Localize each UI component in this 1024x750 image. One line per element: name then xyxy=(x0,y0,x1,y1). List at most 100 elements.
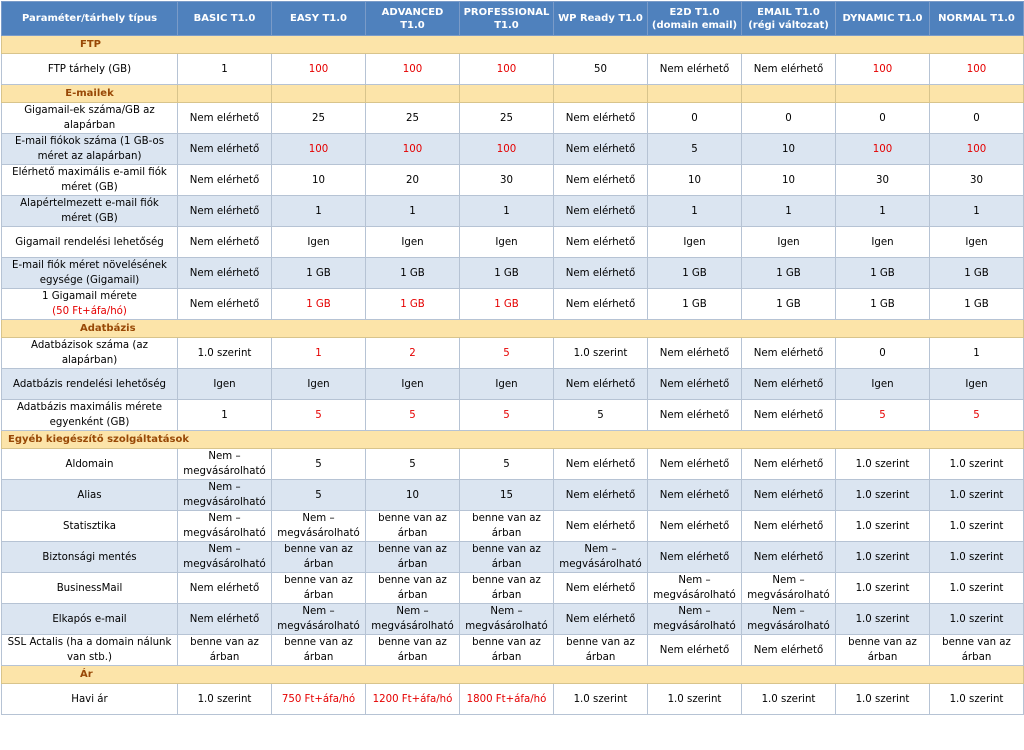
value-cell: 5 xyxy=(929,399,1024,431)
value-cell: Nem elérhető xyxy=(177,164,272,196)
row-label: 1 Gigamail mérete (50 Ft+áfa/hó) xyxy=(1,288,178,320)
row-label-text: E-mail fiók méret növelésének egysége (G… xyxy=(12,260,167,286)
value-cell: Igen xyxy=(177,368,272,400)
value-cell: Nem – megvásárolható xyxy=(271,510,366,542)
row-label-text: FTP tárhely (GB) xyxy=(47,63,132,75)
value-cell: Nem elérhető xyxy=(647,479,742,511)
row-label-text: 1 Gigamail mérete xyxy=(42,291,137,302)
row-label: Adatbázis rendelési lehetőség xyxy=(1,368,178,400)
value-cell: Nem elérhető xyxy=(741,399,836,431)
value-cell: 1 xyxy=(835,195,930,227)
header-plan: E2D T1.0 (domain email) xyxy=(647,1,742,36)
table-row: Gigamail-ek száma/GB az alapárban Nem elé… xyxy=(1,102,1024,134)
row-label-text: Statisztika xyxy=(63,520,116,532)
table-row: Havi ár 1.0 szerint 750 Ft+áfa/hó 1200 Ft+á… xyxy=(1,683,1024,715)
row-label-text: Biztonsági mentés xyxy=(42,551,137,563)
row-label: Alapértelmezett e-mail fiók méret (GB) xyxy=(1,195,178,227)
value-cell: 1 xyxy=(929,337,1024,369)
value-cell: 5 xyxy=(271,479,366,511)
value-cell: Igen xyxy=(835,368,930,400)
section-title: E-mailek xyxy=(1,84,178,103)
value-cell: Nem – megvásárolható xyxy=(647,572,742,604)
section-empty-cell xyxy=(459,84,554,103)
value-cell: 0 xyxy=(835,102,930,134)
value-cell: Nem – megvásárolható xyxy=(177,541,272,573)
value-cell: Nem elérhető xyxy=(741,541,836,573)
value-cell: 100 xyxy=(929,133,1024,165)
value-cell: benne van az árban xyxy=(459,510,554,542)
value-cell: 1 GB xyxy=(271,288,366,320)
value-cell: Nem elérhető xyxy=(553,226,648,258)
value-cell: 1 xyxy=(271,195,366,227)
value-cell: Nem – megvásárolható xyxy=(741,572,836,604)
value-cell: 5 xyxy=(271,448,366,480)
header-plan: ADVANCED T1.0 xyxy=(365,1,460,36)
value-cell: Nem elérhető xyxy=(553,603,648,635)
value-cell: 100 xyxy=(929,53,1024,85)
value-cell: benne van az árban xyxy=(459,634,554,666)
value-cell: 1.0 szerint xyxy=(929,572,1024,604)
table-row: Biztonsági mentés Nem – megvásárolható ben… xyxy=(1,541,1024,573)
value-cell: Nem elérhető xyxy=(553,164,648,196)
value-cell: 1 GB xyxy=(271,257,366,289)
value-cell: 1.0 szerint xyxy=(929,603,1024,635)
row-label-text: Aldomain xyxy=(65,458,114,470)
value-cell: 0 xyxy=(929,102,1024,134)
row-label-text: Elérhető maximális e-amil fiók méret (GB… xyxy=(12,167,167,193)
header-plan: NORMAL T1.0 xyxy=(929,1,1024,36)
value-cell: 100 xyxy=(835,133,930,165)
section-title: Egyéb kiegészítő szolgáltatások xyxy=(1,430,1024,449)
value-cell: Nem – megvásárolható xyxy=(365,603,460,635)
value-cell: 1.0 szerint xyxy=(647,683,742,715)
value-cell: 1200 Ft+áfa/hó xyxy=(365,683,460,715)
value-cell: 1 GB xyxy=(365,288,460,320)
section-empty-cell xyxy=(271,84,366,103)
value-cell: 1 xyxy=(365,195,460,227)
value-cell: 1.0 szerint xyxy=(929,541,1024,573)
value-cell: 1 GB xyxy=(741,257,836,289)
value-cell: 100 xyxy=(459,53,554,85)
value-cell: Nem elérhető xyxy=(177,572,272,604)
row-label-text: BusinessMail xyxy=(56,582,123,594)
table-row: Adatbázis maximális mérete egyenként (GB… xyxy=(1,399,1024,431)
value-cell: 1 xyxy=(929,195,1024,227)
value-cell: 1 GB xyxy=(647,257,742,289)
value-cell: Nem elérhető xyxy=(647,399,742,431)
value-cell: 1800 Ft+áfa/hó xyxy=(459,683,554,715)
table-row: Elkapós e-mail Nem elérhető Nem – megvásár… xyxy=(1,603,1024,635)
section-empty-cell xyxy=(929,84,1024,103)
value-cell: Igen xyxy=(835,226,930,258)
value-cell: 1.0 szerint xyxy=(835,683,930,715)
value-cell: Nem elérhető xyxy=(553,510,648,542)
value-cell: Nem elérhető xyxy=(647,53,742,85)
table-row: Alapértelmezett e-mail fiók méret (GB) Ne… xyxy=(1,195,1024,227)
value-cell: Igen xyxy=(647,226,742,258)
value-cell: 100 xyxy=(459,133,554,165)
value-cell: benne van az árban xyxy=(271,634,366,666)
value-cell: benne van az árban xyxy=(365,634,460,666)
row-label-text: E-mail fiókok száma (1 GB-os méret az al… xyxy=(14,136,165,162)
value-cell: benne van az árban xyxy=(459,541,554,573)
value-cell: 1.0 szerint xyxy=(835,479,930,511)
row-label: E-mail fiókok száma (1 GB-os méret az al… xyxy=(1,133,178,165)
value-cell: Nem elérhető xyxy=(647,337,742,369)
hosting-comparison-table: Paraméter/tárhely típus BASIC T1.0 EASY T1… xyxy=(1,1,1024,715)
value-cell: 1.0 szerint xyxy=(741,683,836,715)
value-cell: 25 xyxy=(365,102,460,134)
value-cell: 0 xyxy=(647,102,742,134)
value-cell: 1.0 szerint xyxy=(553,337,648,369)
value-cell: Nem – megvásárolható xyxy=(271,603,366,635)
value-cell: Nem elérhető xyxy=(553,102,648,134)
value-cell: Nem elérhető xyxy=(741,53,836,85)
value-cell: Nem – megvásárolható xyxy=(553,541,648,573)
value-cell: 50 xyxy=(553,53,648,85)
row-label: Biztonsági mentés xyxy=(1,541,178,573)
value-cell: 100 xyxy=(365,53,460,85)
value-cell: 30 xyxy=(835,164,930,196)
value-cell: Nem elérhető xyxy=(647,510,742,542)
value-cell: 30 xyxy=(929,164,1024,196)
row-label: SSL Actalis (ha a domain nálunk van stb.… xyxy=(1,634,178,666)
table-row: BusinessMail Nem elérhető benne van az árb… xyxy=(1,572,1024,604)
value-cell: Igen xyxy=(741,226,836,258)
value-cell: Nem elérhető xyxy=(553,288,648,320)
